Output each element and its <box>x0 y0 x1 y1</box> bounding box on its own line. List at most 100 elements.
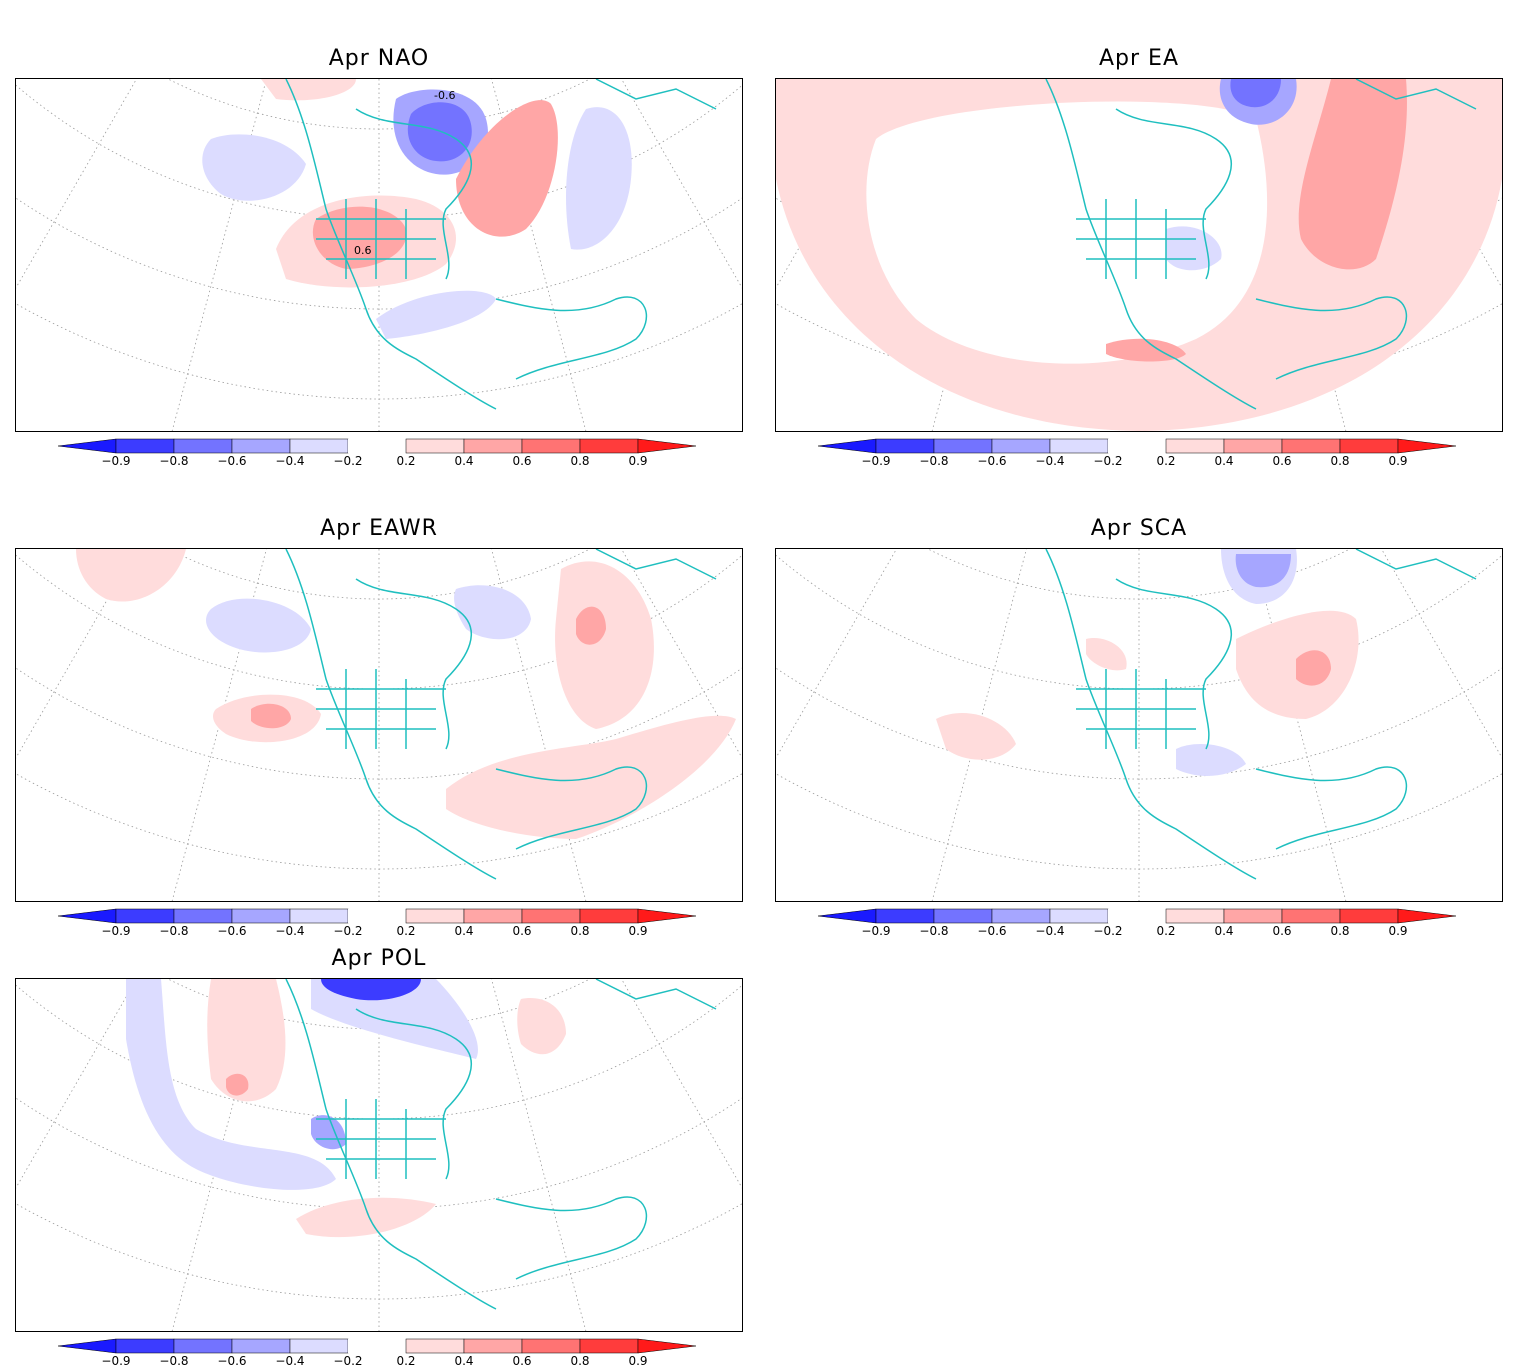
anomaly-pos-canada <box>1086 638 1127 671</box>
colorbar-arrow-left <box>818 438 877 454</box>
colorbar-swatch <box>348 909 406 923</box>
colorbar-swatch <box>173 1338 233 1354</box>
colorbar-swatch <box>405 908 465 924</box>
colorbar-scale <box>818 438 1457 454</box>
colorbar-tick-label: −0.6 <box>217 1354 247 1368</box>
anomaly-pos-core <box>312 206 407 269</box>
anomaly-pos-south <box>296 1197 436 1238</box>
latitude-circle <box>776 667 1502 780</box>
anomaly-neg-south <box>376 290 496 339</box>
colorbar-swatch <box>1165 908 1225 924</box>
colorbar-tick-label: −0.9 <box>101 1354 131 1368</box>
map-panel-eawr <box>15 548 743 902</box>
meridian-line <box>1381 549 1502 759</box>
meridian-line <box>621 549 742 759</box>
colorbar-swatch <box>115 1338 175 1354</box>
colorbar-swatch <box>1223 438 1283 454</box>
map-panel-nao: -0.6 0.6 <box>15 78 743 432</box>
colorbar-tick-label: −0.9 <box>101 454 131 468</box>
anomaly-pos-atlantic-core <box>1296 650 1331 686</box>
colorbar-pol: −0.9 −0.8 −0.6 −0.4 −0.2 0.2 0.4 0.6 0.8 0.9 <box>58 1338 718 1372</box>
anomaly-pos-atlantic <box>456 100 558 237</box>
colorbar-tick-label: −0.6 <box>977 454 1007 468</box>
colorbar-swatch <box>933 438 993 454</box>
colorbar-swatch <box>231 438 291 454</box>
colorbar-tick-label: −0.2 <box>333 454 363 468</box>
panel-title-pol: Apr POL <box>331 946 427 971</box>
coastlines <box>1045 79 1477 410</box>
colorbar-tick-label: 0.8 <box>570 1354 590 1368</box>
colorbar-swatch <box>115 908 175 924</box>
colorbar-tick-label: 0.8 <box>570 924 590 938</box>
panel-title-eawr: Apr EAWR <box>320 516 438 541</box>
colorbar-swatch <box>1108 439 1166 453</box>
colorbar-tick-label: 0.9 <box>1388 924 1408 938</box>
colorbar-ea: −0.9 −0.8 −0.6 −0.4 −0.2 0.2 0.4 0.6 0.8 0.9 <box>818 438 1478 472</box>
colorbar-tick-label: 0.4 <box>454 454 474 468</box>
colorbar-tick-label: −0.2 <box>333 1354 363 1368</box>
colorbar-swatch <box>1049 438 1109 454</box>
anomaly-neg-west <box>126 979 336 1190</box>
colorbar-arrow-right <box>637 438 697 454</box>
colorbar-swatch <box>1223 908 1283 924</box>
anomaly-neg-top-core <box>321 979 421 1001</box>
anomaly-pos-east <box>555 561 654 729</box>
colorbar-swatch <box>173 908 233 924</box>
colorbar-swatch <box>289 908 349 924</box>
colorbar-swatch <box>463 438 523 454</box>
colorbar-tick-label: −0.2 <box>1093 924 1123 938</box>
colorbar-tick-label: 0.9 <box>628 1354 648 1368</box>
colorbar-swatch <box>348 439 406 453</box>
colorbar-swatch <box>405 1338 465 1354</box>
colorbar-swatch <box>463 908 523 924</box>
colorbar-tick-label: −0.4 <box>275 1354 305 1368</box>
meridian-line <box>16 979 137 1189</box>
colorbar-tick-label: −0.4 <box>1035 454 1065 468</box>
coastlines <box>285 979 717 1310</box>
colorbar-tick-label: −0.8 <box>159 1354 189 1368</box>
meridian-line <box>676 79 742 225</box>
colorbar-tick-label: −0.6 <box>217 924 247 938</box>
map-graticule <box>776 549 1502 901</box>
map-pol <box>16 979 742 1331</box>
colorbar-tick-label: −0.9 <box>101 924 131 938</box>
meridian-line <box>776 549 842 695</box>
colorbar-arrow-left <box>58 908 117 924</box>
meridian-line <box>1436 549 1502 695</box>
anomaly-pos-atlantic <box>1298 79 1407 270</box>
colorbar-swatch <box>348 1339 406 1353</box>
anomaly-pos-top <box>261 79 356 101</box>
colorbar-arrow-right <box>637 908 697 924</box>
meridian-line <box>491 979 587 1331</box>
meridian-line <box>16 549 137 759</box>
anomaly-neg-pacific <box>206 598 311 653</box>
colorbar-arrow-right <box>637 1338 697 1354</box>
anomaly-pos-east-core <box>576 606 606 645</box>
anomaly-pos-pacific <box>207 979 286 1102</box>
colorbar-tick-label: 0.6 <box>512 454 532 468</box>
colorbar-arrow-right <box>1397 908 1457 924</box>
colorbar-tick-label: 0.9 <box>1388 454 1408 468</box>
anomaly-neg-east <box>566 107 632 250</box>
colorbar-tick-label: 0.4 <box>1214 454 1234 468</box>
colorbar-swatch <box>1049 908 1109 924</box>
colorbar-swatch <box>1281 908 1341 924</box>
colorbar-arrow-left <box>58 438 117 454</box>
colorbar-tick-label: −0.6 <box>977 924 1007 938</box>
colorbar-swatch <box>521 908 581 924</box>
coastlines <box>1045 549 1477 880</box>
colorbar-scale <box>58 438 697 454</box>
colorbar-arrow-right <box>1397 438 1457 454</box>
colorbar-tick-label: −0.8 <box>919 924 949 938</box>
contour-label-pos: 0.6 <box>354 244 372 257</box>
anomaly-neg-gulf <box>1176 744 1246 776</box>
colorbar-scale <box>58 1338 697 1354</box>
colorbar-tick-label: −0.4 <box>275 924 305 938</box>
contour-label-neg: -0.6 <box>434 89 455 102</box>
colorbar-swatch <box>231 1338 291 1354</box>
meridian-line <box>16 549 82 695</box>
colorbar-tick-label: −0.2 <box>333 924 363 938</box>
colorbar-tick-label: −0.8 <box>919 454 949 468</box>
meridian-line <box>621 979 742 1189</box>
meridian-line <box>776 549 897 759</box>
